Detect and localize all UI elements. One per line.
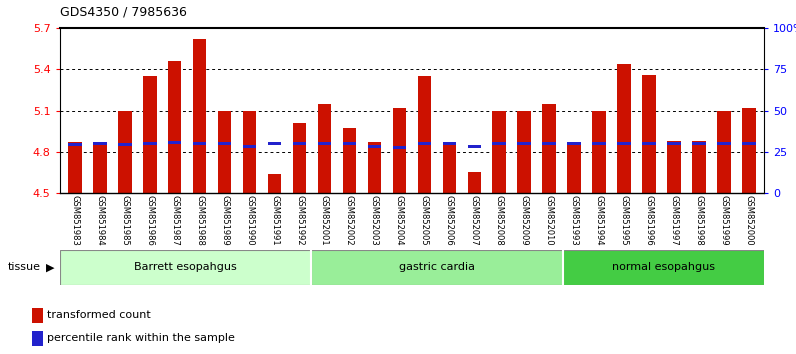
Bar [368,145,381,148]
Text: GSM851988: GSM851988 [195,195,204,246]
Bar [493,111,506,193]
Text: GSM851999: GSM851999 [720,195,728,245]
Text: GSM851987: GSM851987 [170,195,179,246]
Bar [311,250,563,285]
Text: percentile rank within the sample: percentile rank within the sample [48,333,236,343]
Text: GSM851990: GSM851990 [245,195,254,245]
Bar [667,142,681,145]
Text: GSM851986: GSM851986 [145,195,154,246]
Bar [318,142,331,145]
Text: GDS4350 / 7985636: GDS4350 / 7985636 [60,5,186,18]
Bar [243,145,256,148]
Bar [717,111,731,193]
Bar [517,142,531,145]
Bar [568,142,581,193]
Bar [493,142,506,145]
Bar [32,331,43,346]
Text: tissue: tissue [8,262,41,272]
Bar [142,76,157,193]
Text: GSM851997: GSM851997 [669,195,679,245]
Bar [642,142,656,145]
Text: GSM851984: GSM851984 [96,195,104,245]
Bar [592,142,607,145]
Bar [318,104,331,193]
Text: GSM852007: GSM852007 [470,195,479,245]
Bar [217,111,232,193]
Text: GSM851989: GSM851989 [220,195,229,245]
Text: GSM852010: GSM852010 [544,195,554,245]
Bar [142,142,157,145]
Bar [642,75,656,193]
Text: GSM852002: GSM852002 [345,195,354,245]
Bar [743,108,756,193]
Bar [93,142,107,145]
Text: GSM851992: GSM851992 [295,195,304,245]
Bar [368,142,381,193]
Bar [717,142,731,145]
Bar [193,39,206,193]
Bar [418,142,431,145]
Text: GSM851983: GSM851983 [70,195,79,246]
Bar [118,111,131,193]
Text: GSM851985: GSM851985 [120,195,129,245]
Bar [168,61,181,193]
Bar [618,64,631,193]
Text: GSM851996: GSM851996 [645,195,654,245]
Bar [467,145,482,148]
Text: GSM852009: GSM852009 [520,195,529,245]
Text: Barrett esopahgus: Barrett esopahgus [134,262,237,272]
Bar [542,142,556,145]
Text: normal esopahgus: normal esopahgus [612,262,715,272]
Text: gastric cardia: gastric cardia [399,262,475,272]
Bar [542,104,556,193]
Text: GSM852008: GSM852008 [495,195,504,245]
Bar [93,142,107,193]
Text: ▶: ▶ [46,262,55,272]
Text: GSM851994: GSM851994 [595,195,604,245]
Bar [418,76,431,193]
Text: GSM851993: GSM851993 [570,195,579,245]
Bar [517,111,531,193]
Bar [667,141,681,193]
Bar [342,142,357,145]
Bar [68,143,81,146]
Bar [168,141,181,144]
Text: GSM852003: GSM852003 [370,195,379,245]
Text: GSM852004: GSM852004 [395,195,404,245]
Bar [193,142,206,145]
Bar [568,142,581,145]
Bar [118,143,131,146]
Bar [443,142,456,145]
Bar [693,142,706,145]
Bar [32,308,43,323]
Text: GSM851998: GSM851998 [695,195,704,245]
Bar [592,111,607,193]
Bar [293,142,306,145]
Bar [267,174,282,193]
Text: GSM852001: GSM852001 [320,195,329,245]
Text: GSM852000: GSM852000 [745,195,754,245]
Bar [60,250,311,285]
Bar [293,123,306,193]
Text: GSM852006: GSM852006 [445,195,454,245]
Bar [743,142,756,145]
Bar [392,108,406,193]
Bar [342,129,357,193]
Bar [217,142,232,145]
Bar [243,111,256,193]
Bar [68,142,81,193]
Bar [392,146,406,149]
Text: GSM852005: GSM852005 [420,195,429,245]
Text: GSM851991: GSM851991 [270,195,279,245]
Bar [267,142,282,145]
Text: GSM851995: GSM851995 [620,195,629,245]
Bar [467,172,482,193]
Bar [443,142,456,193]
Bar [693,141,706,193]
Text: transformed count: transformed count [48,310,151,320]
Bar [618,142,631,145]
Bar [563,250,764,285]
